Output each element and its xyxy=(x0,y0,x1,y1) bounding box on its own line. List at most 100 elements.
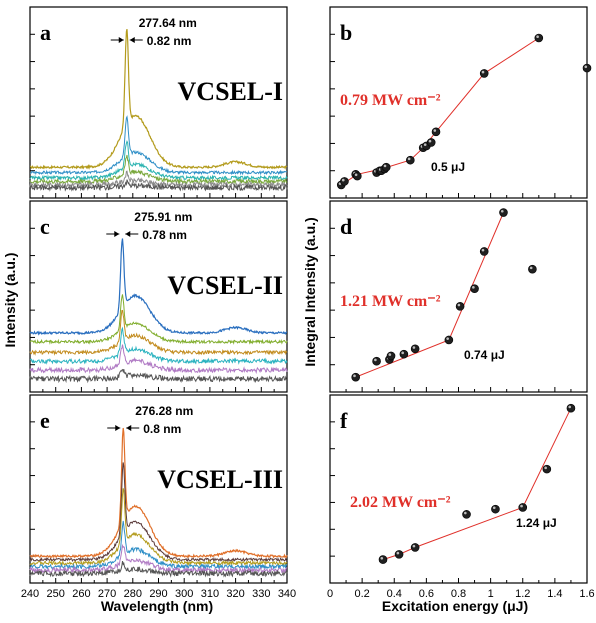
data-point xyxy=(410,344,420,354)
spectrum-line-3 xyxy=(29,139,288,182)
threshold-energy-label: 0.74 μJ xyxy=(464,348,505,362)
data-point xyxy=(479,69,489,78)
x-tick-label: 310 xyxy=(201,588,219,600)
data-point-highlight xyxy=(401,351,404,355)
x-tick-label: 0.2 xyxy=(354,588,369,600)
data-point xyxy=(518,503,528,512)
x-tick-label: 1.6 xyxy=(579,588,594,600)
x-tick-label: 250 xyxy=(47,588,65,600)
data-point-highlight xyxy=(536,35,539,39)
data-point-highlight xyxy=(407,157,411,161)
peak-wavelength-label: 275.91 nm xyxy=(134,210,192,224)
data-point xyxy=(499,208,508,217)
data-point-highlight xyxy=(341,178,345,182)
data-point-highlight xyxy=(383,164,387,168)
fwhm-label: 0.78 nm xyxy=(142,228,187,242)
right-xlabel: Excitation energy (μJ) xyxy=(382,598,528,614)
spectrum-line-6 xyxy=(29,368,288,384)
data-point-highlight xyxy=(374,358,377,362)
data-point xyxy=(455,302,465,311)
data-point xyxy=(491,504,500,514)
spectrum-line-3 xyxy=(29,309,288,356)
data-point xyxy=(444,335,454,345)
x-tick-label: 290 xyxy=(149,588,167,600)
data-point-highlight xyxy=(520,504,523,508)
threshold-energy-label: 0.5 μJ xyxy=(431,160,465,174)
fwhm-arrowhead-left xyxy=(118,37,124,43)
fwhm-arrowhead-right xyxy=(129,37,135,43)
data-point-highlight xyxy=(457,303,461,307)
data-point-highlight xyxy=(492,506,496,510)
x-tick-label: 260 xyxy=(72,588,90,600)
data-point-highlight xyxy=(584,65,588,69)
x-tick-label: 0.6 xyxy=(419,588,434,600)
fwhm-arrowhead-left xyxy=(115,425,121,431)
panel-label: f xyxy=(340,408,348,433)
data-point xyxy=(399,349,409,359)
data-point-highlight xyxy=(464,511,467,515)
spectrum-line-5 xyxy=(29,543,288,575)
fit-line xyxy=(382,407,572,561)
x-tick-label: 330 xyxy=(252,588,270,600)
data-point xyxy=(470,284,479,293)
x-tick-label: 280 xyxy=(124,588,142,600)
right-ylabel: Integral Intensity (a.u.) xyxy=(302,217,318,366)
peak-wavelength-label: 277.64 nm xyxy=(139,16,197,30)
data-point xyxy=(479,247,489,256)
panel-f: 0 0.2 0.4 0.6 0.8 1 1.2 1.4 1.6 f 2.02 MW cm⁻² 1.24… xyxy=(327,394,595,600)
data-point-highlight xyxy=(396,551,400,555)
x-tick-label: 300 xyxy=(175,588,193,600)
x-tick-label: 240 xyxy=(21,588,39,600)
x-tick-label: 0 xyxy=(327,588,333,600)
data-point-highlight xyxy=(380,557,384,560)
data-point xyxy=(410,543,420,552)
x-tick-label: 1.2 xyxy=(515,588,530,600)
data-point xyxy=(462,510,471,519)
spectrum-line-4 xyxy=(29,520,288,571)
spectrum-line-6 xyxy=(29,560,288,578)
fwhm-arrowhead-right xyxy=(125,231,131,237)
spectrum-line-3 xyxy=(29,488,288,567)
fwhm-label: 0.82 nm xyxy=(147,34,192,48)
x-tick-label: 0.8 xyxy=(451,588,466,600)
plot-frame xyxy=(329,394,588,584)
x-tick-label: 1.4 xyxy=(547,588,562,600)
data-point-highlight xyxy=(423,143,427,146)
data-point xyxy=(406,155,415,165)
data-point-highlight xyxy=(388,353,392,356)
panels: a 277.64 nm 0.82 nm VCSEL-I b 0.79 MW cm⁻² 0.5… xyxy=(21,6,595,600)
data-point xyxy=(372,356,381,366)
left-ylabel: Intensity (a.u.) xyxy=(2,253,18,348)
x-tick-label: 340 xyxy=(278,588,296,600)
data-point-highlight xyxy=(472,286,475,289)
panel-label: e xyxy=(40,408,50,433)
data-point xyxy=(528,264,537,274)
panel-label: b xyxy=(340,20,352,45)
data-point xyxy=(351,372,361,382)
data-point xyxy=(431,127,441,137)
panel-e: 240 250 260 270 280 290 300 310 320 330 340 e 276.28… xyxy=(21,394,296,600)
spectrum-line-2 xyxy=(29,462,288,563)
data-point-highlight xyxy=(354,173,358,177)
data-point xyxy=(378,555,388,564)
x-tick-label: 1 xyxy=(488,588,494,600)
data-point-highlight xyxy=(446,337,449,340)
data-point xyxy=(353,171,362,181)
data-point-highlight xyxy=(433,129,437,132)
panel-a: a 277.64 nm 0.82 nm VCSEL-I xyxy=(29,6,288,199)
threshold-density-label: 1.21 MW cm⁻² xyxy=(340,293,441,310)
spectrum-line-4 xyxy=(29,154,288,186)
fwhm-label: 0.8 nm xyxy=(143,422,181,436)
device-name: VCSEL-II xyxy=(167,271,283,300)
x-tick-label: 270 xyxy=(98,588,116,600)
spectrum-line-2 xyxy=(29,115,288,176)
data-point-highlight xyxy=(500,209,504,213)
device-name: VCSEL-III xyxy=(157,465,283,494)
fit-line xyxy=(340,37,540,186)
spectrum-line-1 xyxy=(29,238,287,336)
panel-b: b 0.79 MW cm⁻² 0.5 μJ xyxy=(329,6,592,199)
panel-c: c 275.91 nm 0.78 nm VCSEL-II xyxy=(29,200,288,393)
data-point-highlight xyxy=(529,266,533,270)
device-name: VCSEL-I xyxy=(178,77,283,106)
data-point-highlight xyxy=(412,544,416,548)
